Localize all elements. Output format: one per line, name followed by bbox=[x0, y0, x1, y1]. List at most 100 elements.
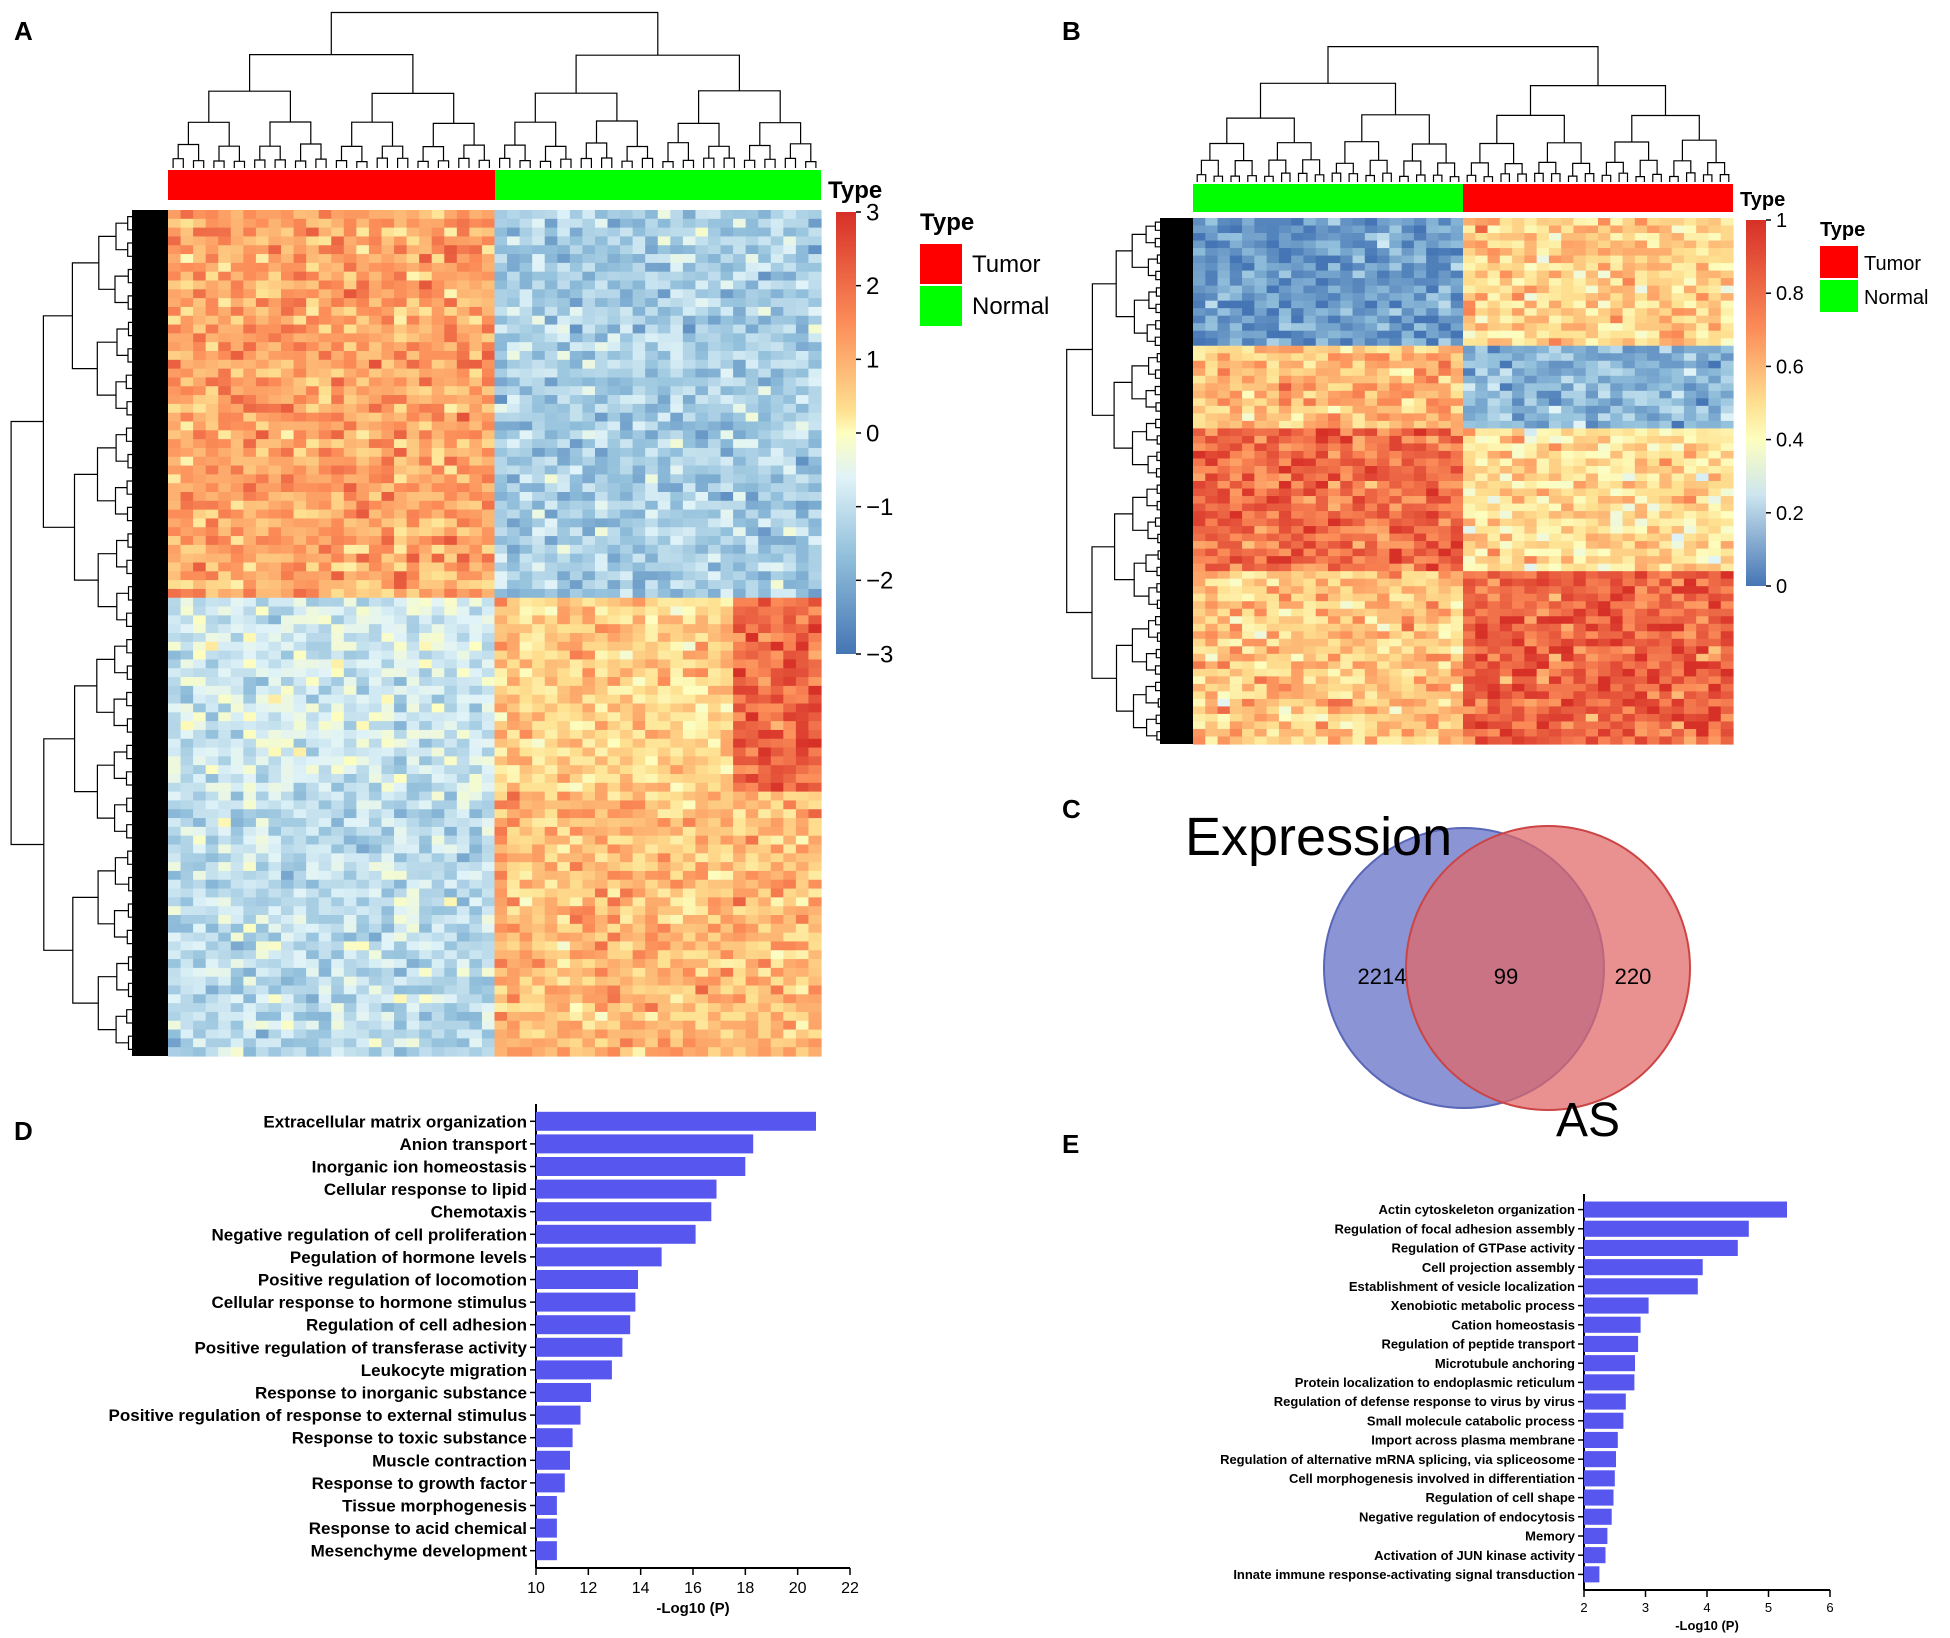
heatmap-a-cell bbox=[720, 633, 734, 643]
heatmap-a-cell bbox=[670, 218, 684, 229]
heatmap-a-cell bbox=[607, 580, 621, 590]
heatmap-a-cell bbox=[394, 967, 408, 978]
heatmap-a-cell bbox=[670, 1003, 684, 1013]
heatmap-a-cell bbox=[318, 738, 332, 749]
heatmap-a-cell bbox=[519, 976, 533, 987]
heatmap-a-cell bbox=[494, 430, 508, 440]
heatmap-a-cell bbox=[193, 800, 207, 810]
heatmap-a-cell bbox=[368, 694, 383, 705]
heatmap-a-cell bbox=[306, 738, 320, 749]
heatmap-a-cell bbox=[331, 315, 345, 326]
heatmap-a-cell bbox=[557, 509, 571, 520]
heatmap-a-cell bbox=[193, 685, 207, 696]
heatmap-a-cell bbox=[770, 315, 784, 326]
heatmap-a-cell bbox=[356, 421, 370, 431]
heatmap-a-cell bbox=[569, 447, 584, 458]
heatmap-a-cell bbox=[544, 544, 558, 555]
heatmap-a-cell bbox=[720, 694, 734, 705]
heatmap-a-cell bbox=[168, 915, 182, 925]
heatmap-a-cell bbox=[808, 650, 822, 661]
heatmap-a-cell bbox=[318, 580, 332, 590]
heatmap-a-cell bbox=[607, 844, 621, 854]
heatmap-a-cell bbox=[507, 853, 521, 863]
heatmap-a-cell bbox=[682, 588, 697, 599]
heatmap-a-cell bbox=[205, 1011, 219, 1022]
heatmap-a-cell bbox=[808, 959, 822, 969]
heatmap-a-cell bbox=[507, 342, 521, 352]
heatmap-a-cell bbox=[632, 888, 646, 898]
heatmap-a-cell bbox=[808, 641, 822, 652]
heatmap-a-cell bbox=[507, 1029, 521, 1039]
heatmap-a-cell bbox=[456, 527, 470, 537]
heatmap-a-cell bbox=[180, 650, 194, 661]
heatmap-a-cell bbox=[180, 342, 194, 352]
heatmap-a-cell bbox=[230, 659, 244, 669]
heatmap-a-cell bbox=[381, 597, 395, 608]
heatmap-a-cell bbox=[582, 456, 596, 467]
heatmap-a-cell bbox=[569, 456, 584, 467]
heatmap-a-cell bbox=[607, 492, 621, 502]
heatmap-a-cell bbox=[557, 959, 571, 969]
heatmap-a-cell bbox=[431, 791, 445, 802]
heatmap-a-cell bbox=[620, 351, 634, 361]
heatmap-a-cell bbox=[770, 509, 784, 520]
heatmap-a-cell bbox=[255, 368, 270, 379]
heatmap-a-cell bbox=[645, 747, 659, 757]
heatmap-a-cell bbox=[218, 624, 232, 634]
heatmap-a-cell bbox=[645, 465, 659, 475]
heatmap-a-cell bbox=[444, 439, 458, 449]
heatmap-a-cell bbox=[419, 677, 433, 687]
heatmap-a-cell bbox=[532, 703, 546, 713]
heatmap-a-cell bbox=[230, 765, 244, 775]
heatmap-a-cell bbox=[180, 474, 194, 484]
heatmap-a-cell bbox=[795, 774, 810, 784]
heatmap-a-cell bbox=[419, 368, 433, 379]
heatmap-a-cell bbox=[293, 774, 307, 784]
heatmap-a-cell bbox=[419, 606, 433, 616]
heatmap-a-cell bbox=[770, 395, 784, 405]
heatmap-a-cell bbox=[431, 254, 445, 264]
heatmap-a-cell bbox=[532, 809, 546, 819]
heatmap-a-cell bbox=[670, 359, 684, 370]
heatmap-a-cell bbox=[419, 756, 433, 766]
heatmap-a-cell bbox=[733, 245, 747, 255]
heatmap-a-cell bbox=[318, 430, 332, 440]
heatmap-a-cell bbox=[481, 712, 496, 722]
heatmap-a-cell bbox=[306, 862, 320, 872]
heatmap-a-cell bbox=[218, 959, 232, 969]
heatmap-a-cell bbox=[532, 447, 546, 458]
heatmap-a-cell bbox=[444, 588, 458, 599]
heatmap-a-cell bbox=[306, 633, 320, 643]
heatmap-a-cell bbox=[230, 403, 244, 414]
heatmap-a-cell bbox=[318, 1003, 332, 1013]
heatmap-a-cell bbox=[695, 562, 709, 572]
heatmap-a-cell bbox=[507, 668, 521, 678]
heatmap-a-cell bbox=[795, 306, 810, 317]
heatmap-a-cell bbox=[444, 809, 458, 819]
heatmap-a-cell bbox=[481, 897, 496, 907]
heatmap-a-cell bbox=[770, 262, 784, 273]
heatmap-a-cell bbox=[268, 262, 282, 273]
heatmap-a-cell bbox=[193, 959, 207, 969]
heatmap-a-cell bbox=[205, 509, 219, 520]
heatmap-a-cell bbox=[218, 826, 232, 837]
heatmap-a-cell bbox=[180, 756, 194, 766]
heatmap-a-cell bbox=[394, 236, 408, 246]
heatmap-a-cell bbox=[318, 562, 332, 572]
heatmap-a-cell bbox=[494, 289, 508, 299]
heatmap-a-cell bbox=[695, 959, 709, 969]
heatmap-a-cell bbox=[557, 685, 571, 696]
heatmap-a-cell bbox=[356, 959, 370, 969]
heatmap-a-cell bbox=[519, 668, 533, 678]
heatmap-a-cell bbox=[544, 227, 558, 238]
heatmap-a-cell bbox=[431, 685, 445, 696]
heatmap-a-cell bbox=[657, 403, 671, 414]
heatmap-a-cell bbox=[343, 818, 357, 828]
heatmap-a-cell bbox=[281, 588, 295, 599]
heatmap-a-cell bbox=[368, 527, 383, 537]
heatmap-a-cell bbox=[406, 633, 420, 643]
heatmap-a-cell bbox=[318, 941, 332, 951]
heatmap-a-cell bbox=[569, 553, 584, 564]
heatmap-a-cell bbox=[293, 386, 307, 396]
heatmap-a-cell bbox=[532, 324, 546, 334]
